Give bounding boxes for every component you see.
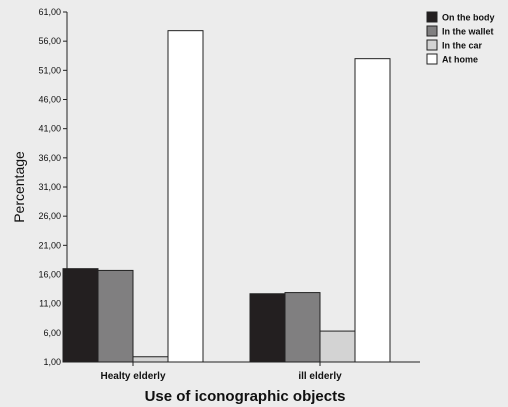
bar-in-the-car-healty-elderly	[132, 356, 169, 363]
x-category-label: ill elderly	[298, 371, 342, 382]
legend-label: In the wallet	[442, 27, 494, 37]
bar-at-home-healty-elderly	[167, 30, 204, 363]
y-tick-label: 61,00	[38, 7, 61, 17]
y-tick-label: 1,00	[43, 357, 61, 367]
y-tick-label: 56,00	[38, 36, 61, 46]
legend-swatch	[426, 25, 438, 37]
legend-label: On the body	[442, 13, 495, 23]
legend-label: In the car	[442, 41, 483, 51]
y-tick-label: 11,00	[39, 299, 61, 309]
legend-swatch	[426, 53, 438, 65]
y-tick-label: 51,00	[38, 65, 61, 75]
x-axis-title: Use of iconographic objects	[145, 388, 346, 405]
y-tick-label: 16,00	[38, 270, 61, 280]
x-axis-ticks: Healty elderly ill elderly	[100, 362, 342, 382]
legend-label: At home	[442, 55, 478, 65]
legend: On the body In the wallet In the car At hom…	[426, 11, 495, 65]
y-tick-label: 31,00	[38, 182, 61, 192]
x-category-label: Healty elderly	[100, 371, 165, 382]
y-tick-label: 6,00	[43, 328, 61, 338]
bar-in-the-car-ill-elderly	[319, 330, 356, 363]
y-axis-title: Percentage	[11, 151, 27, 223]
y-tick-label: 21,00	[38, 240, 61, 250]
bar-on-the-body-healty-elderly	[62, 268, 99, 363]
bar-on-the-body-ill-elderly	[249, 293, 286, 363]
y-tick-label: 26,00	[38, 211, 61, 221]
bar-in-the-wallet-ill-elderly	[284, 292, 321, 363]
y-tick-label: 36,00	[38, 153, 61, 163]
y-axis-ticks: 1,00 6,00 11,00 16,00 21,00 26,00 31,00 36,00 41…	[38, 7, 67, 367]
y-tick-label: 46,00	[38, 95, 61, 105]
bar-in-the-wallet-healty-elderly	[97, 269, 134, 363]
y-tick-label: 41,00	[38, 124, 61, 134]
legend-swatch	[426, 11, 438, 23]
bars-group	[62, 30, 391, 363]
bar-at-home-ill-elderly	[354, 58, 391, 363]
legend-swatch	[426, 39, 438, 51]
